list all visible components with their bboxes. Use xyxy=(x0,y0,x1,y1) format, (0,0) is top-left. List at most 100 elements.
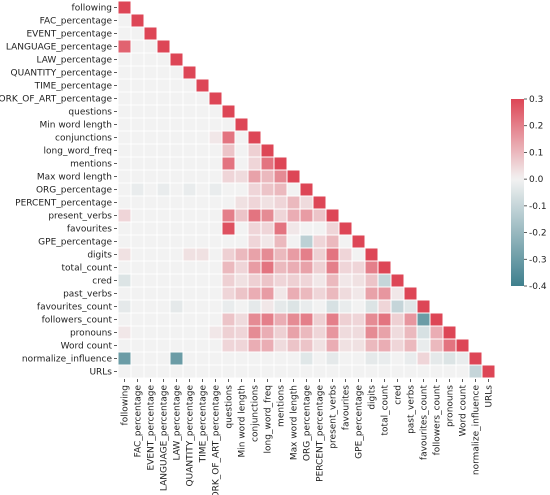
heatmap-cell xyxy=(182,156,197,171)
y-tick-label: followers_count xyxy=(42,316,113,326)
x-tick-label: present_verbs xyxy=(329,385,339,449)
y-tick-label: conjunctions xyxy=(55,134,112,144)
y-tick-label: questions xyxy=(68,108,112,118)
heatmap-cell xyxy=(325,247,340,262)
heatmap-cell xyxy=(221,299,236,314)
heatmap-cell xyxy=(195,273,210,288)
heatmap-cell xyxy=(143,104,158,119)
heatmap-cell xyxy=(364,273,379,288)
heatmap-cell xyxy=(273,208,288,223)
heatmap-cell xyxy=(169,273,184,288)
heatmap-cell xyxy=(130,208,145,223)
heatmap-cell xyxy=(299,364,314,379)
y-tick-label: past_verbs xyxy=(63,290,112,300)
heatmap-cell xyxy=(273,364,288,379)
heatmap-cell xyxy=(195,143,210,158)
heatmap-cell xyxy=(117,0,132,15)
heatmap-cell xyxy=(299,325,314,340)
heatmap-cell xyxy=(351,325,366,340)
y-tick-label: Min word length xyxy=(39,121,112,131)
y-tick-label: TIME_percentage xyxy=(34,82,113,92)
y-tick-label: following xyxy=(72,4,112,14)
heatmap-cell xyxy=(195,234,210,249)
heatmap-cell xyxy=(130,221,145,236)
heatmap-cell xyxy=(221,143,236,158)
heatmap-cell xyxy=(247,221,262,236)
heatmap-cell xyxy=(156,39,171,54)
heatmap-cell xyxy=(299,182,314,197)
heatmap-cell xyxy=(208,169,223,184)
heatmap-cell xyxy=(286,364,301,379)
heatmap-cell xyxy=(208,208,223,223)
y-tick-label: pronouns xyxy=(70,329,112,339)
heatmap-cell xyxy=(143,234,158,249)
heatmap-cell xyxy=(130,143,145,158)
heatmap-cell xyxy=(429,364,444,379)
heatmap-cell xyxy=(377,260,392,275)
heatmap-cell xyxy=(182,78,197,93)
x-tick-label: questions xyxy=(225,385,235,429)
heatmap-cell xyxy=(286,182,301,197)
heatmap-cell xyxy=(117,156,132,171)
heatmap-cell xyxy=(156,143,171,158)
heatmap-cell xyxy=(247,130,262,145)
heatmap-cell xyxy=(247,260,262,275)
x-tick-label: LAW_percentage xyxy=(173,385,183,461)
heatmap-cell xyxy=(325,208,340,223)
heatmap-cell xyxy=(182,338,197,353)
heatmap-cell xyxy=(117,117,132,132)
heatmap-cell xyxy=(234,325,249,340)
heatmap-cell xyxy=(377,364,392,379)
heatmap-cell xyxy=(286,208,301,223)
heatmap-cell xyxy=(195,104,210,119)
heatmap-cell xyxy=(195,208,210,223)
heatmap-cell xyxy=(325,234,340,249)
x-tick-label: Word count xyxy=(459,385,469,437)
heatmap-cell xyxy=(247,338,262,353)
heatmap-cell xyxy=(429,312,444,327)
heatmap-cell xyxy=(169,234,184,249)
heatmap-cell xyxy=(208,260,223,275)
heatmap-cell xyxy=(169,52,184,67)
heatmap-cell xyxy=(182,104,197,119)
heatmap-cell xyxy=(156,195,171,210)
heatmap-cell xyxy=(312,247,327,262)
heatmap-cell xyxy=(143,221,158,236)
heatmap-cell xyxy=(312,325,327,340)
y-tick-label: total_count xyxy=(62,264,113,274)
heatmap-cell xyxy=(221,273,236,288)
heatmap-cell xyxy=(156,338,171,353)
heatmap-cell xyxy=(182,364,197,379)
heatmap-cell xyxy=(442,351,457,366)
heatmap-cell xyxy=(143,195,158,210)
heatmap-cell xyxy=(221,234,236,249)
colorbar: 0.3 0.2 0.1 0.0 -0.1 -0.2 -0.3 -0.4 xyxy=(511,95,547,292)
heatmap-cell xyxy=(312,195,327,210)
heatmap-cell xyxy=(195,195,210,210)
colorbar-tick-label: -0.1 xyxy=(529,202,547,212)
heatmap-cell xyxy=(416,312,431,327)
heatmap-cell xyxy=(234,286,249,301)
heatmap-cell xyxy=(169,325,184,340)
heatmap-cell xyxy=(429,338,444,353)
heatmap-cell xyxy=(377,299,392,314)
heatmap-cell xyxy=(117,273,132,288)
heatmap-cell xyxy=(416,364,431,379)
x-tick-label: following xyxy=(121,385,131,425)
y-tick-label: URLs xyxy=(89,368,112,378)
heatmap-cell xyxy=(364,260,379,275)
heatmap-cell xyxy=(169,143,184,158)
heatmap-cell xyxy=(195,78,210,93)
heatmap-cell xyxy=(286,351,301,366)
heatmap-cell xyxy=(117,195,132,210)
heatmap-cell xyxy=(195,299,210,314)
heatmap-cell xyxy=(156,104,171,119)
heatmap-cell xyxy=(351,273,366,288)
heatmap-cell xyxy=(143,156,158,171)
heatmap-cell xyxy=(208,273,223,288)
heatmap-cell xyxy=(325,338,340,353)
heatmap-cell xyxy=(273,234,288,249)
heatmap-cell xyxy=(143,351,158,366)
heatmap-cell xyxy=(260,182,275,197)
heatmap-cell xyxy=(390,364,405,379)
